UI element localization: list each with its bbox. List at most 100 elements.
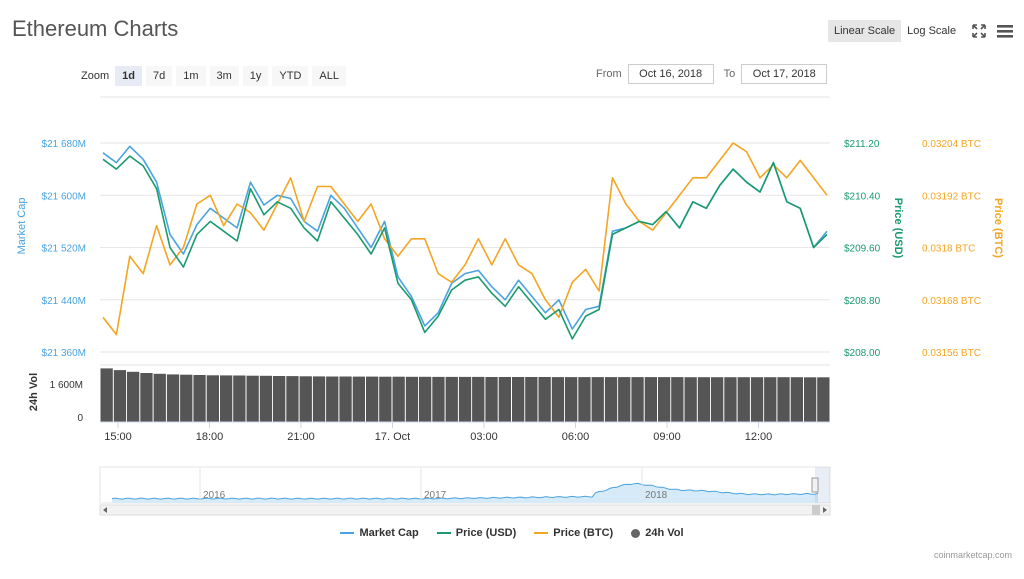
from-date-input[interactable]: Oct 16, 2018 (627, 64, 714, 84)
log-scale-button[interactable]: Log Scale (907, 25, 957, 37)
usd-tick-label: $208.00 (844, 348, 881, 359)
volume-bar (472, 376, 485, 422)
legend-item-market-cap[interactable]: Market Cap (340, 527, 419, 539)
to-date-input[interactable]: Oct 17, 2018 (741, 64, 828, 84)
volume-bar (697, 377, 711, 422)
btc-tick-label: 0.03192 BTC (922, 191, 981, 202)
x-tick-label: 17. Oct (375, 431, 410, 443)
volume-bar (711, 377, 724, 422)
volume-bar (379, 376, 392, 422)
volume-bar (312, 376, 326, 422)
fullscreen-icon[interactable] (970, 22, 988, 40)
volume-bar (777, 377, 790, 422)
legend-label: Market Cap (359, 527, 419, 539)
volume-bar (658, 377, 671, 422)
volume-bar (750, 377, 764, 422)
zoom-label: Zoom (81, 70, 110, 82)
btc-tick-label: 0.03168 BTC (922, 296, 981, 307)
scale-controls: Linear Scale Log Scale (828, 19, 1014, 43)
linear-scale-button[interactable]: Linear Scale (828, 20, 902, 42)
zoom-1y-button[interactable]: 1y (242, 66, 269, 86)
zoom-3m-button[interactable]: 3m (209, 66, 239, 86)
volume-bar (180, 374, 193, 422)
volume-bar (565, 377, 578, 422)
volume-bar (485, 377, 498, 422)
x-tick-label: 15:00 (104, 431, 132, 443)
volume-bar (538, 377, 551, 422)
volume-bar (100, 368, 113, 422)
volume-bar (724, 377, 737, 422)
market-cap-axis-label: Market Cap (16, 198, 28, 255)
volume-bar (352, 376, 365, 422)
volume-bar (817, 377, 830, 422)
btc-tick-label: 0.03156 BTC (922, 348, 981, 359)
price-chart[interactable]: $21 680M $21 600M $21 520M $21 440M $21 360M… (0, 0, 1024, 520)
volume-bar (419, 376, 432, 422)
volume-bar (591, 377, 604, 422)
navigator-tick-label: 2017 (424, 490, 447, 501)
market-cap-swatch (340, 532, 355, 534)
x-tick-label: 03:00 (470, 431, 498, 443)
credit-text: coinmarketcap.com (933, 550, 1012, 560)
volume-bar (193, 375, 206, 422)
volume-tick-label: 1 600M (50, 380, 83, 391)
volume-bar (153, 373, 166, 422)
chart-legend: Market Cap Price (USD) Price (BTC) 24h V… (0, 527, 1024, 539)
x-tick-label: 21:00 (287, 431, 315, 443)
volume-bar (220, 375, 233, 422)
volume-bar (273, 376, 286, 422)
market-cap-tick-label: $21 440M (42, 296, 86, 307)
zoom-1d-button[interactable]: 1d (115, 66, 142, 86)
legend-item-price-btc[interactable]: Price (BTC) (534, 527, 613, 539)
btc-tick-label: 0.0318 BTC (922, 244, 975, 255)
usd-axis-label: Price (USD) (892, 198, 904, 259)
legend-label: 24h Vol (645, 527, 684, 539)
volume-bar (604, 377, 618, 422)
volume-bar (644, 377, 657, 422)
zoom-all-button[interactable]: ALL (312, 66, 346, 86)
volume-bar (233, 375, 246, 422)
btc-axis-label: Price (BTC) (992, 198, 1004, 258)
volume-axis-label: 24h Vol (28, 373, 40, 411)
legend-item-price-usd[interactable]: Price (USD) (436, 527, 516, 539)
navigator-handle (811, 477, 819, 493)
usd-tick-label: $209.60 (844, 244, 881, 255)
usd-tick-label: $208.80 (844, 296, 881, 307)
volume-bar (551, 377, 565, 422)
volume-bar (113, 370, 127, 422)
zoom-1m-button[interactable]: 1m (176, 66, 206, 86)
scrollbar-thumb (812, 505, 820, 515)
volume-bar (512, 377, 525, 422)
volume-bar (458, 376, 472, 422)
price-usd-swatch (436, 532, 451, 534)
volume-bar (166, 374, 180, 422)
volume-bar (498, 377, 511, 422)
price-usd-line (102, 155, 828, 340)
navigator-tick-label: 2018 (645, 490, 668, 501)
legend-item-volume[interactable]: 24h Vol (631, 527, 684, 539)
legend-label: Price (BTC) (553, 527, 614, 539)
volume-bar (366, 376, 379, 422)
market-cap-tick-label: $21 360M (42, 348, 86, 359)
scroll-left-icon (103, 507, 107, 513)
volume-bar (140, 373, 153, 422)
volume-dot (631, 528, 641, 538)
x-tick-label: 09:00 (653, 431, 681, 443)
volume-bar (326, 376, 339, 422)
volume-bar (286, 376, 299, 422)
scrollbar-track (99, 504, 831, 516)
volume-bar (804, 377, 817, 422)
zoom-7d-button[interactable]: 7d (145, 66, 173, 86)
price-btc-swatch (534, 532, 549, 534)
zoom-ytd-button[interactable]: YTD (272, 66, 309, 86)
volume-bar (206, 375, 219, 422)
volume-bar (525, 377, 538, 422)
x-tick-label: 06:00 (562, 431, 590, 443)
from-label: From (596, 68, 622, 80)
volume-bar (339, 376, 352, 422)
hamburger-menu-icon[interactable] (996, 22, 1014, 40)
volume-bar (246, 375, 259, 422)
navigator-selection (815, 467, 830, 503)
volume-bar (631, 377, 644, 422)
x-tick-label: 12:00 (745, 431, 773, 443)
